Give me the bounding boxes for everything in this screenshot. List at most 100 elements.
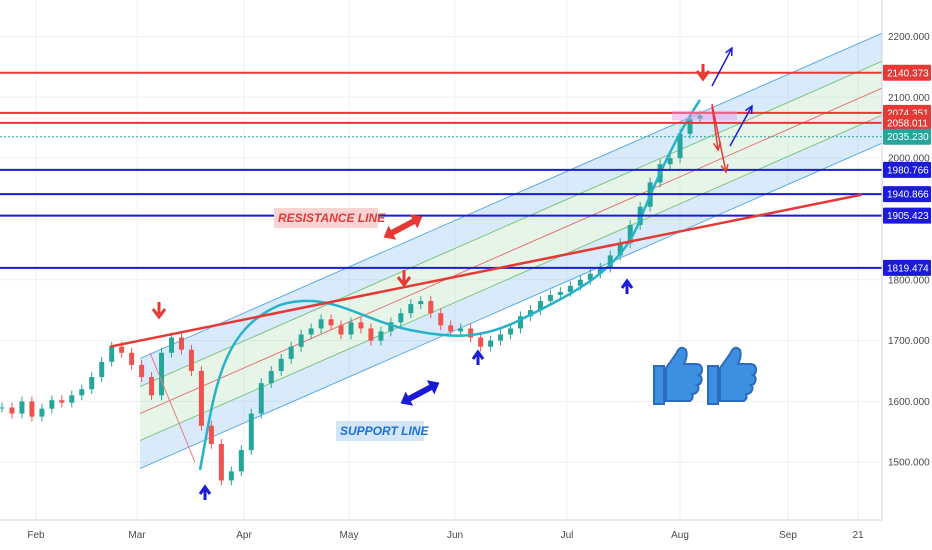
price-tick-label: 2100.000: [888, 93, 930, 104]
horizontal-levels[interactable]: [0, 71, 882, 269]
grid-lines: [0, 0, 882, 520]
regression-channel: [139, 32, 883, 470]
double-arrow-icon: [400, 380, 440, 406]
candle-body: [89, 377, 95, 390]
candle-body: [39, 408, 45, 417]
candle-body: [109, 346, 115, 362]
double-arrow-shape: [383, 214, 423, 240]
projection-line: [729, 105, 753, 147]
price-tick-label: 1600.000: [888, 397, 930, 408]
price-badge-label: 2035.230: [887, 132, 929, 143]
cycle-curve-path: [198, 99, 702, 471]
price-badge-label: 1980.766: [887, 165, 929, 176]
cycle-curve: [198, 99, 702, 471]
price-badge: [883, 114, 931, 131]
thumbs-up-icons: [653, 346, 758, 405]
candle-body: [557, 291, 563, 295]
candle-body: [59, 400, 65, 403]
projection-line: [711, 47, 733, 87]
candle-body: [129, 352, 135, 365]
candle-body: [398, 313, 404, 323]
candle-body: [208, 425, 214, 444]
candle-body: [667, 158, 673, 165]
time-tick-label: Feb: [27, 530, 45, 541]
candle-body: [0, 407, 5, 409]
candle-body: [169, 337, 175, 353]
price-tick-label: 1500.000: [888, 458, 930, 469]
price-badge-label: 2058.011: [887, 118, 928, 129]
candle-body: [198, 370, 204, 426]
candle-body: [388, 322, 394, 332]
projection-arrow: [725, 46, 733, 57]
support-label-text: SUPPORT LINE: [340, 424, 429, 438]
projection-line: [711, 103, 727, 173]
candle-body: [29, 401, 35, 417]
price-badge: [883, 207, 931, 224]
marker-arrow-head: [471, 349, 485, 360]
channel-line: [139, 87, 883, 415]
resistance-trend-line: [109, 193, 863, 348]
candle-body: [139, 364, 145, 378]
resistance-label-text: RESISTANCE LINE: [278, 211, 386, 225]
candle-body: [408, 304, 414, 314]
marker-arrow-head: [151, 308, 167, 320]
candle-body: [537, 301, 543, 311]
marker-arrow-head: [695, 70, 711, 82]
projection-line: [711, 105, 719, 151]
candle-body: [238, 450, 244, 472]
candle-body: [617, 243, 623, 256]
time-tick-label: Mar: [128, 530, 146, 541]
channel-band-upper-mid: [140, 61, 882, 414]
annotation-marks: [109, 46, 863, 500]
price-badge: [883, 161, 931, 178]
candle-body: [687, 118, 693, 134]
candle-body: [258, 383, 264, 414]
time-tick-label: 21: [852, 530, 864, 541]
time-axis[interactable]: Feb Mar Apr May Jun Jul Aug Sep 21: [0, 519, 932, 550]
candle-body: [488, 340, 494, 347]
projection-arrow: [745, 104, 753, 115]
candle-body: [547, 294, 553, 302]
candle-body: [468, 328, 474, 338]
candle-body: [428, 301, 434, 314]
price-badge: [883, 259, 931, 276]
channel-line: [139, 142, 883, 470]
time-tick-label: Aug: [671, 530, 689, 541]
candle-body: [79, 389, 85, 396]
channel-band-upper: [140, 33, 882, 387]
price-badge: [883, 186, 931, 203]
candle-body: [228, 471, 234, 481]
marker-arrow-head: [620, 278, 634, 289]
zone-box: [672, 110, 737, 121]
marker-arrow-head: [198, 484, 212, 495]
thumbs-up-icon: [707, 346, 758, 405]
projection-arrow: [720, 164, 729, 174]
candle-body: [348, 322, 354, 335]
candle-body: [268, 370, 274, 384]
candle-body: [69, 395, 75, 403]
price-badge-label: 2074.351: [887, 108, 929, 119]
candle-body: [458, 328, 464, 332]
double-arrow-icon: [383, 214, 423, 240]
candle-body: [218, 443, 224, 481]
channel-line: [139, 32, 883, 360]
candle-body: [99, 361, 105, 378]
marker-arrow-head: [396, 276, 412, 288]
candle-body: [567, 285, 573, 292]
candle-body: [188, 349, 194, 371]
time-tick-label: Sep: [779, 530, 797, 541]
price-badge-label: 1819.474: [887, 263, 929, 274]
drop-line: [149, 352, 196, 463]
time-tick-label: Jun: [447, 530, 463, 541]
projection-arrow: [712, 142, 722, 152]
price-tick-label: 1700.000: [888, 336, 930, 347]
candle-body: [338, 325, 344, 335]
candle-body: [448, 325, 454, 332]
candle-body: [438, 313, 444, 326]
time-tick-label: Jul: [561, 530, 574, 541]
time-tick-label: May: [340, 530, 359, 541]
channel-line: [139, 60, 883, 388]
candle-body: [358, 322, 364, 329]
